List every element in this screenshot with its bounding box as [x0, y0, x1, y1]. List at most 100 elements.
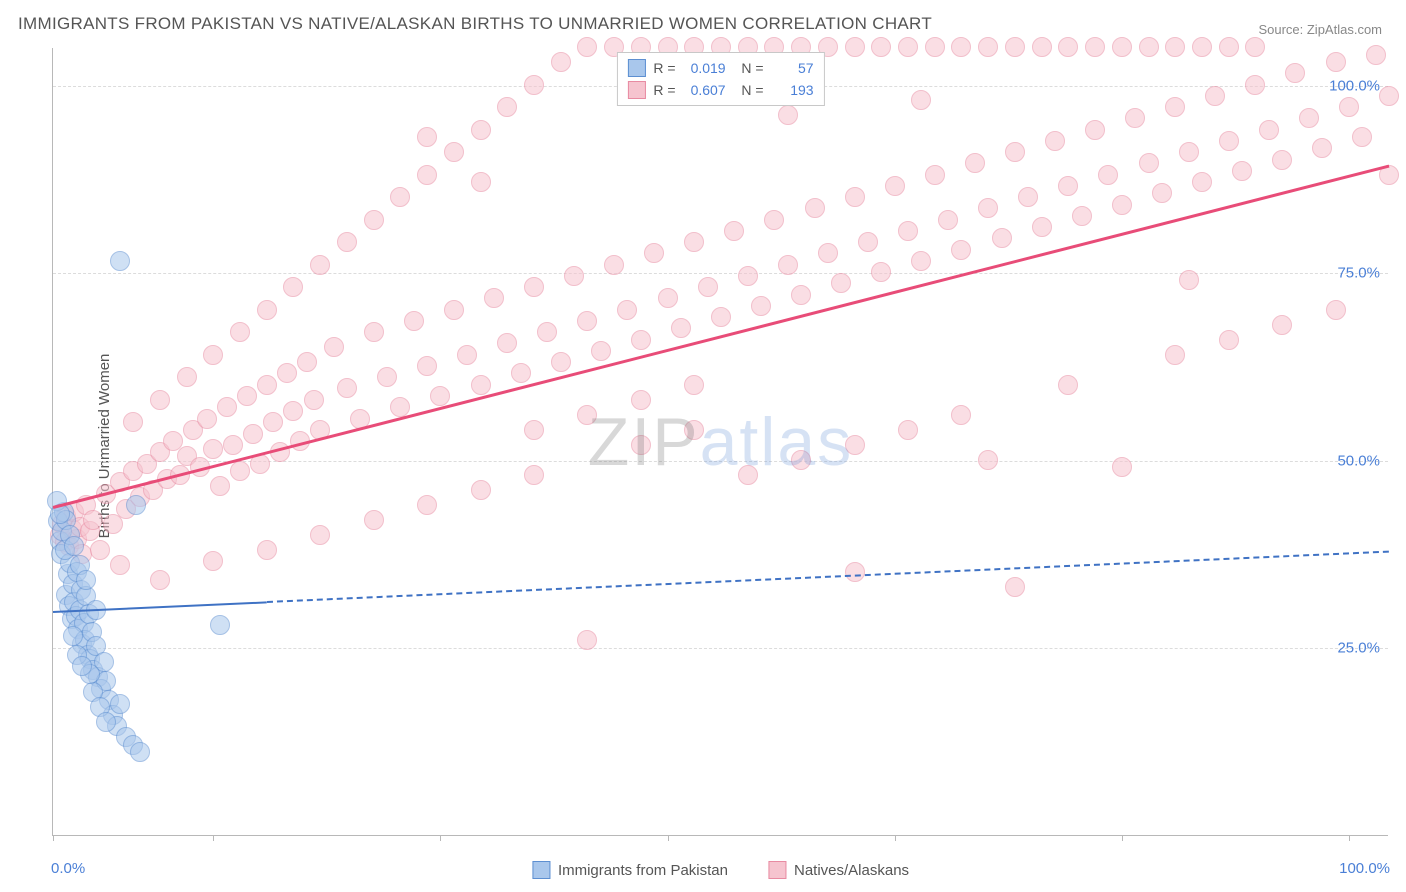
y-tick-label: 100.0%	[1329, 77, 1380, 94]
scatter-point	[831, 273, 851, 293]
trend-line	[53, 164, 1390, 508]
scatter-point	[263, 412, 283, 432]
scatter-point	[911, 251, 931, 271]
scatter-point	[1366, 45, 1386, 65]
scatter-point	[277, 363, 297, 383]
scatter-point	[1326, 300, 1346, 320]
scatter-point	[1139, 37, 1159, 57]
scatter-point	[497, 333, 517, 353]
legend-n-value-0: 57	[772, 57, 814, 79]
scatter-point	[1245, 75, 1265, 95]
scatter-point	[177, 367, 197, 387]
scatter-point	[471, 480, 491, 500]
scatter-point	[1045, 131, 1065, 151]
scatter-point	[337, 378, 357, 398]
x-axis-min-label: 0.0%	[51, 860, 85, 877]
x-axis-max-label: 100.0%	[1339, 860, 1390, 877]
scatter-point	[805, 198, 825, 218]
scatter-point	[283, 277, 303, 297]
legend-n-value-1: 193	[772, 79, 814, 101]
scatter-point	[1112, 457, 1132, 477]
scatter-point	[210, 476, 230, 496]
scatter-point	[1112, 37, 1132, 57]
scatter-point	[724, 221, 744, 241]
scatter-point	[1165, 37, 1185, 57]
scatter-point	[417, 356, 437, 376]
scatter-point	[1192, 37, 1212, 57]
scatter-point	[364, 510, 384, 530]
scatter-point	[1005, 142, 1025, 162]
scatter-point	[404, 311, 424, 331]
scatter-point	[1219, 37, 1239, 57]
scatter-point	[324, 337, 344, 357]
scatter-point	[110, 694, 130, 714]
scatter-point	[1112, 195, 1132, 215]
scatter-point	[711, 307, 731, 327]
scatter-point	[1032, 217, 1052, 237]
scatter-point	[1058, 37, 1078, 57]
y-tick-label: 50.0%	[1337, 452, 1380, 469]
scatter-point	[310, 525, 330, 545]
scatter-point	[778, 255, 798, 275]
scatter-point	[764, 210, 784, 230]
scatter-point	[1005, 37, 1025, 57]
scatter-point	[951, 240, 971, 260]
watermark: ZIPatlas	[588, 403, 853, 481]
legend-n-label: N =	[734, 57, 764, 79]
scatter-point	[871, 37, 891, 57]
legend-r-value-0: 0.019	[684, 57, 726, 79]
scatter-point	[364, 210, 384, 230]
scatter-point	[1058, 176, 1078, 196]
scatter-point	[417, 495, 437, 515]
scatter-point	[911, 90, 931, 110]
scatter-point	[818, 243, 838, 263]
scatter-point	[978, 37, 998, 57]
scatter-point	[658, 288, 678, 308]
scatter-point	[524, 277, 544, 297]
scatter-point	[1272, 150, 1292, 170]
legend-row-series-0: R = 0.019 N = 57	[627, 57, 813, 79]
series-legend: Immigrants from Pakistan Natives/Alaskan…	[532, 861, 909, 879]
scatter-point	[310, 255, 330, 275]
scatter-point	[457, 345, 477, 365]
trend-line	[267, 551, 1389, 603]
scatter-point	[203, 439, 223, 459]
y-tick-label: 25.0%	[1337, 640, 1380, 657]
scatter-point	[845, 435, 865, 455]
scatter-point	[551, 52, 571, 72]
scatter-point	[130, 742, 150, 762]
scatter-point	[297, 352, 317, 372]
gridline	[53, 648, 1388, 649]
scatter-point	[978, 198, 998, 218]
scatter-point	[1125, 108, 1145, 128]
scatter-point	[203, 551, 223, 571]
scatter-point	[390, 187, 410, 207]
scatter-point	[337, 232, 357, 252]
scatter-point	[1339, 97, 1359, 117]
scatter-point	[684, 232, 704, 252]
scatter-point	[1352, 127, 1372, 147]
scatter-point	[992, 228, 1012, 248]
scatter-point	[965, 153, 985, 173]
legend-row-series-1: R = 0.607 N = 193	[627, 79, 813, 101]
scatter-point	[1299, 108, 1319, 128]
scatter-point	[898, 221, 918, 241]
scatter-point	[631, 330, 651, 350]
scatter-point	[845, 187, 865, 207]
scatter-point	[110, 555, 130, 575]
scatter-point	[738, 266, 758, 286]
legend-swatch-series-1	[627, 81, 645, 99]
scatter-point	[1259, 120, 1279, 140]
scatter-point	[1219, 330, 1239, 350]
scatter-point	[738, 465, 758, 485]
scatter-point	[497, 97, 517, 117]
scatter-point	[96, 712, 116, 732]
scatter-point	[564, 266, 584, 286]
scatter-point	[364, 322, 384, 342]
scatter-point	[223, 435, 243, 455]
chart-title: IMMIGRANTS FROM PAKISTAN VS NATIVE/ALASK…	[18, 14, 932, 34]
scatter-point	[83, 510, 103, 530]
scatter-point	[791, 450, 811, 470]
scatter-point	[524, 75, 544, 95]
scatter-point	[64, 536, 84, 556]
